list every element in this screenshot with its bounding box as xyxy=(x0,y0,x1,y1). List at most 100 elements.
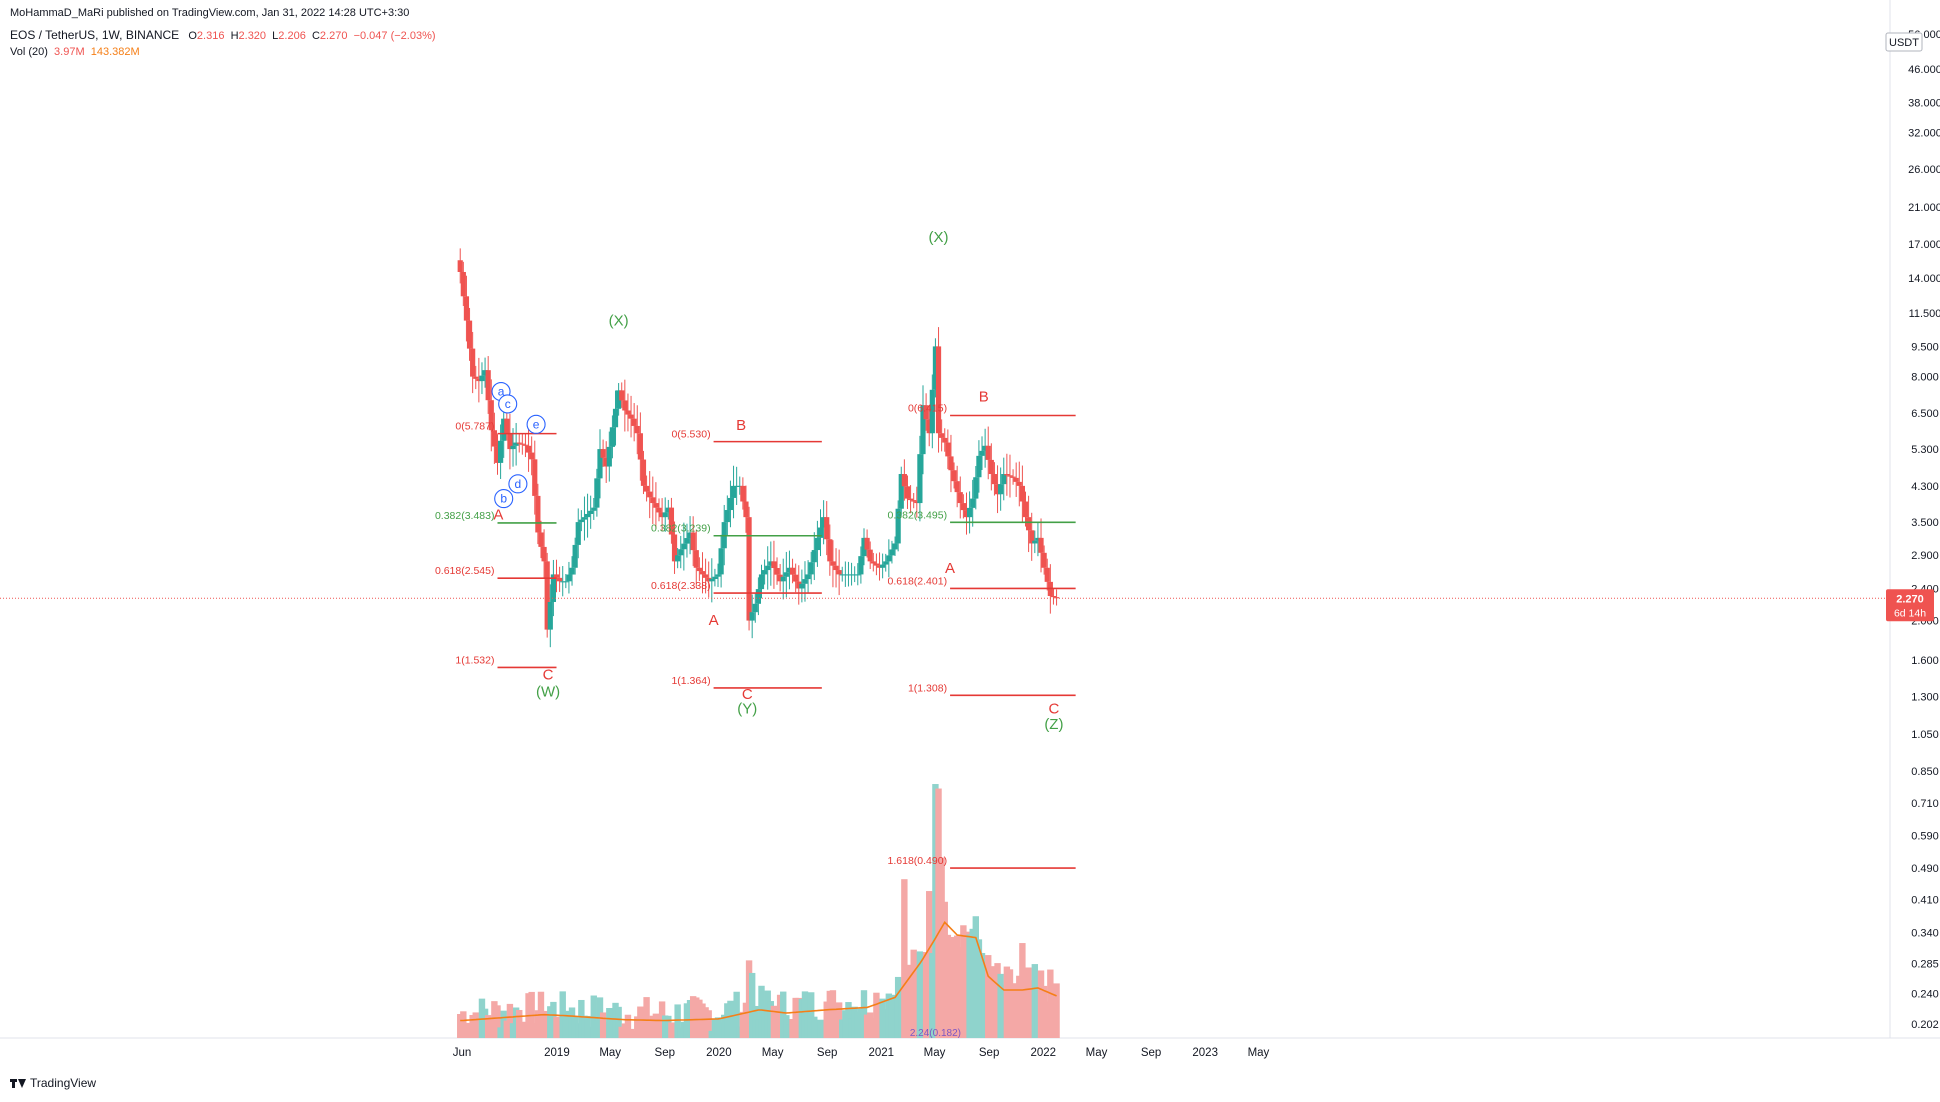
candle-body xyxy=(616,390,622,409)
candle-body xyxy=(522,444,529,446)
x-tick-label: Jun xyxy=(453,1047,472,1059)
y-tick-label: 2.900 xyxy=(1911,550,1939,562)
candle-body xyxy=(628,414,634,419)
x-tick-label: Sep xyxy=(817,1047,837,1059)
candle-body xyxy=(557,577,563,582)
high-value: 2.320 xyxy=(238,30,267,42)
candle-body xyxy=(740,485,746,502)
candle-body xyxy=(808,562,814,575)
candle-body xyxy=(507,433,513,450)
candle-body xyxy=(547,602,553,630)
candle-body xyxy=(771,561,777,569)
candle-body xyxy=(932,346,939,390)
candle-body xyxy=(569,567,575,575)
volume-bar xyxy=(860,990,868,1038)
x-tick-label: Sep xyxy=(1141,1047,1161,1059)
change-value: −0.047 (−2.03%) xyxy=(353,30,436,42)
bottom-fib-note: 2.24(0.182) xyxy=(910,1028,961,1039)
candle-body xyxy=(833,565,839,571)
candle-body xyxy=(485,370,491,401)
y-tick-label: 4.300 xyxy=(1911,481,1939,493)
volume-bar xyxy=(748,972,756,1038)
low-label: L xyxy=(272,30,279,42)
footer-brand[interactable]: TradingView xyxy=(10,1076,96,1090)
candle-body xyxy=(789,567,796,575)
candle-body xyxy=(575,522,581,545)
candle-body xyxy=(479,375,485,382)
candle-body xyxy=(525,445,532,453)
candle-body xyxy=(516,442,522,444)
x-tick-label: May xyxy=(924,1047,946,1059)
candle-body xyxy=(709,579,715,582)
candle-body xyxy=(693,550,699,568)
candle-body xyxy=(730,485,737,498)
wave-circle-label: d xyxy=(515,477,522,491)
x-tick-label: 2023 xyxy=(1192,1047,1218,1059)
y-tick-label: 0.590 xyxy=(1911,830,1939,842)
low-value: 2.206 xyxy=(278,30,306,42)
candle-body xyxy=(749,612,755,621)
candle-body xyxy=(1016,481,1022,486)
wave-circle xyxy=(494,489,514,509)
fib-level-label: 1(1.308) xyxy=(908,682,947,694)
x-tick-label: 2022 xyxy=(1030,1047,1056,1059)
candle-body xyxy=(1041,552,1047,568)
wave-circle xyxy=(498,394,518,414)
candle-body xyxy=(460,271,466,297)
candle-body xyxy=(814,537,821,551)
candle-body xyxy=(830,561,836,566)
candle-body xyxy=(873,563,880,566)
candle-body xyxy=(836,570,842,575)
candle-body xyxy=(839,574,845,576)
candle-body xyxy=(939,433,945,438)
wave-circle-label: a xyxy=(498,385,505,399)
candle-body xyxy=(1022,501,1029,518)
y-tick-label: 38.000 xyxy=(1908,97,1940,109)
y-tick-label: 3.500 xyxy=(1911,517,1939,529)
volume-bar xyxy=(643,997,650,1038)
candle-body xyxy=(793,574,799,582)
fib-level-label: 0(5.787) xyxy=(455,421,494,433)
volume-bar xyxy=(807,992,815,1038)
candle-body xyxy=(904,486,911,499)
volume-bar xyxy=(494,1005,501,1038)
candle-body xyxy=(988,459,994,475)
fib-level-label: 0.382(3.239) xyxy=(651,523,711,535)
candle-body xyxy=(653,503,659,508)
candle-body xyxy=(501,418,507,441)
candle-body xyxy=(858,556,864,575)
candle-body xyxy=(886,555,892,562)
candle-body xyxy=(895,508,901,544)
candle-body xyxy=(622,400,628,411)
symbol-label: EOS / TetherUS, 1W, BINANCE xyxy=(10,28,180,42)
candle-body xyxy=(699,571,706,575)
volume-bar xyxy=(624,1014,632,1038)
candle-body xyxy=(979,450,985,456)
open-label: O xyxy=(188,30,197,42)
candle-body xyxy=(563,581,569,583)
candle-body xyxy=(861,537,867,557)
candle-body xyxy=(727,497,734,511)
fib-level-label: 1(1.364) xyxy=(671,675,710,687)
y-tick-label: 0.285 xyxy=(1911,958,1939,970)
candle-body xyxy=(724,510,730,523)
x-tick-label: 2020 xyxy=(706,1047,732,1059)
candle-body xyxy=(1050,595,1057,598)
candle-body xyxy=(824,517,830,540)
y-tick-label: 0.202 xyxy=(1911,1019,1939,1031)
candle-body xyxy=(1032,540,1038,544)
fib-level-label: 1(1.532) xyxy=(455,654,494,666)
wave-circle-label: b xyxy=(500,492,507,506)
candle-body xyxy=(970,498,976,508)
candle-body xyxy=(662,512,668,518)
candle-body xyxy=(612,408,619,428)
candle-body xyxy=(678,549,684,556)
candle-body xyxy=(457,260,463,272)
candle-body xyxy=(600,449,606,458)
x-tick-label: May xyxy=(762,1047,784,1059)
wave-circle-label: c xyxy=(505,397,511,411)
volume-bar xyxy=(901,879,908,1038)
candle-body xyxy=(963,510,970,518)
volume-bar xyxy=(615,1006,622,1038)
